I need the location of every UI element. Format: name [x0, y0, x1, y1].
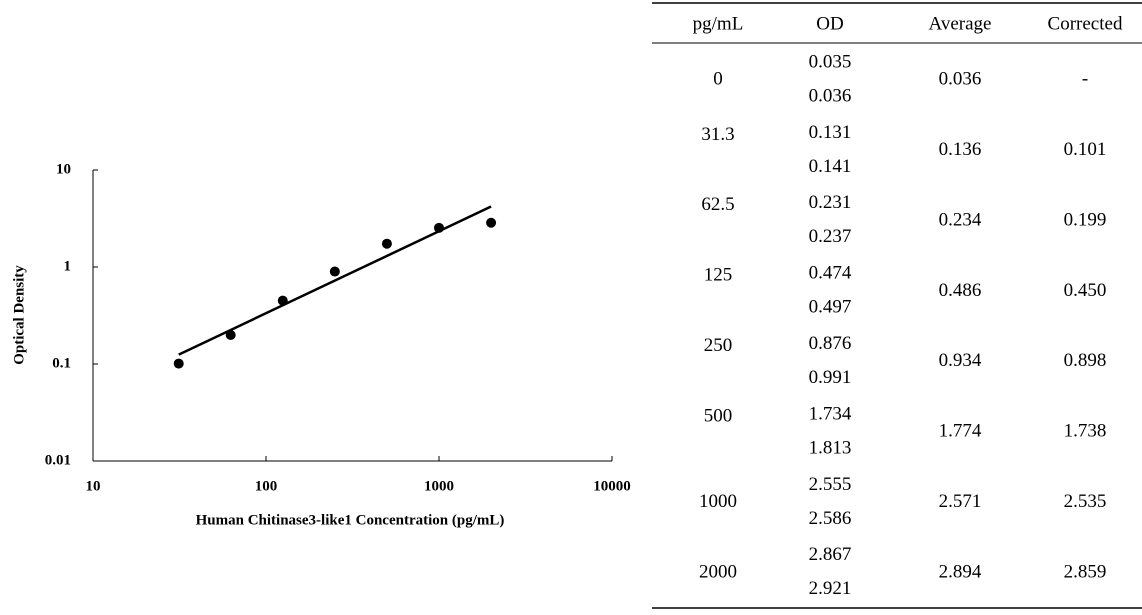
- average-cell: 0.136: [939, 139, 982, 160]
- x-tick-label: 100: [255, 478, 278, 494]
- average-cell: 0.036: [939, 69, 982, 90]
- average-cell: 0.234: [939, 209, 982, 230]
- corrected-cell: 1.738: [1064, 421, 1107, 442]
- od-cell: 0.036: [809, 85, 852, 106]
- conc-cell: 2000: [699, 561, 737, 582]
- y-tick-label: 1: [64, 258, 72, 274]
- od-cell: 1.734: [809, 403, 852, 424]
- x-axis-title: Human Chitinase3-like1 Concentration (pg…: [196, 512, 505, 528]
- point: [173, 358, 184, 369]
- od-cell: 0.876: [809, 333, 852, 354]
- corrected-cell: 0.101: [1064, 139, 1107, 160]
- od-cell: 0.131: [809, 122, 852, 143]
- od-cell: 1.813: [809, 437, 852, 458]
- average-cell: 1.774: [939, 421, 982, 442]
- corrected-cell: 2.859: [1064, 561, 1107, 582]
- table-header-cell: pg/mL: [693, 13, 744, 34]
- corrected-cell: 0.450: [1064, 280, 1107, 301]
- od-cell: 2.867: [809, 544, 852, 565]
- point: [434, 222, 444, 233]
- corrected-cell: 0.199: [1064, 209, 1107, 230]
- corrected-cell: -: [1082, 69, 1088, 90]
- y-tick-label: 0.1: [52, 355, 71, 371]
- table-header-cell: OD: [816, 13, 843, 34]
- od-cell: 2.555: [809, 474, 852, 495]
- x-tick-label: 10: [86, 478, 101, 494]
- conc-cell: 31.3: [701, 124, 734, 145]
- y-tick-label: 10: [56, 161, 71, 177]
- conc-cell: 1000: [699, 491, 737, 512]
- conc-cell: 125: [704, 265, 733, 286]
- od-cell: 0.141: [809, 156, 852, 177]
- corrected-cell: 0.898: [1064, 350, 1107, 371]
- x-tick-label: 10000: [593, 478, 631, 494]
- od-cell: 2.586: [809, 508, 852, 529]
- average-cell: 2.894: [939, 561, 982, 582]
- y-axis-title: Optical Density: [11, 265, 27, 365]
- od-cell: 0.237: [809, 226, 852, 247]
- point: [486, 217, 497, 228]
- average-cell: 2.571: [939, 491, 982, 512]
- average-cell: 0.934: [939, 350, 982, 371]
- conc-cell: 62.5: [701, 194, 734, 215]
- table-header-cell: Average: [929, 13, 992, 34]
- point: [277, 295, 288, 306]
- od-cell: 0.474: [809, 263, 852, 284]
- y-tick-label: 0.01: [45, 452, 71, 468]
- od-cell: 0.035: [809, 51, 852, 72]
- point: [381, 238, 392, 249]
- conc-cell: 0: [713, 69, 723, 90]
- corrected-cell: 2.535: [1064, 491, 1107, 512]
- point: [225, 330, 236, 341]
- conc-cell: 250: [704, 335, 733, 356]
- table-header-cell: Corrected: [1048, 13, 1123, 34]
- conc-cell: 500: [704, 405, 733, 426]
- od-cell: 0.991: [809, 367, 852, 388]
- point: [329, 266, 340, 277]
- trendline: [178, 205, 492, 356]
- od-cell: 2.921: [809, 578, 852, 599]
- average-cell: 0.486: [939, 280, 982, 301]
- od-cell: 0.497: [809, 297, 852, 318]
- x-tick-label: 1000: [424, 478, 454, 494]
- od-cell: 0.231: [809, 192, 852, 213]
